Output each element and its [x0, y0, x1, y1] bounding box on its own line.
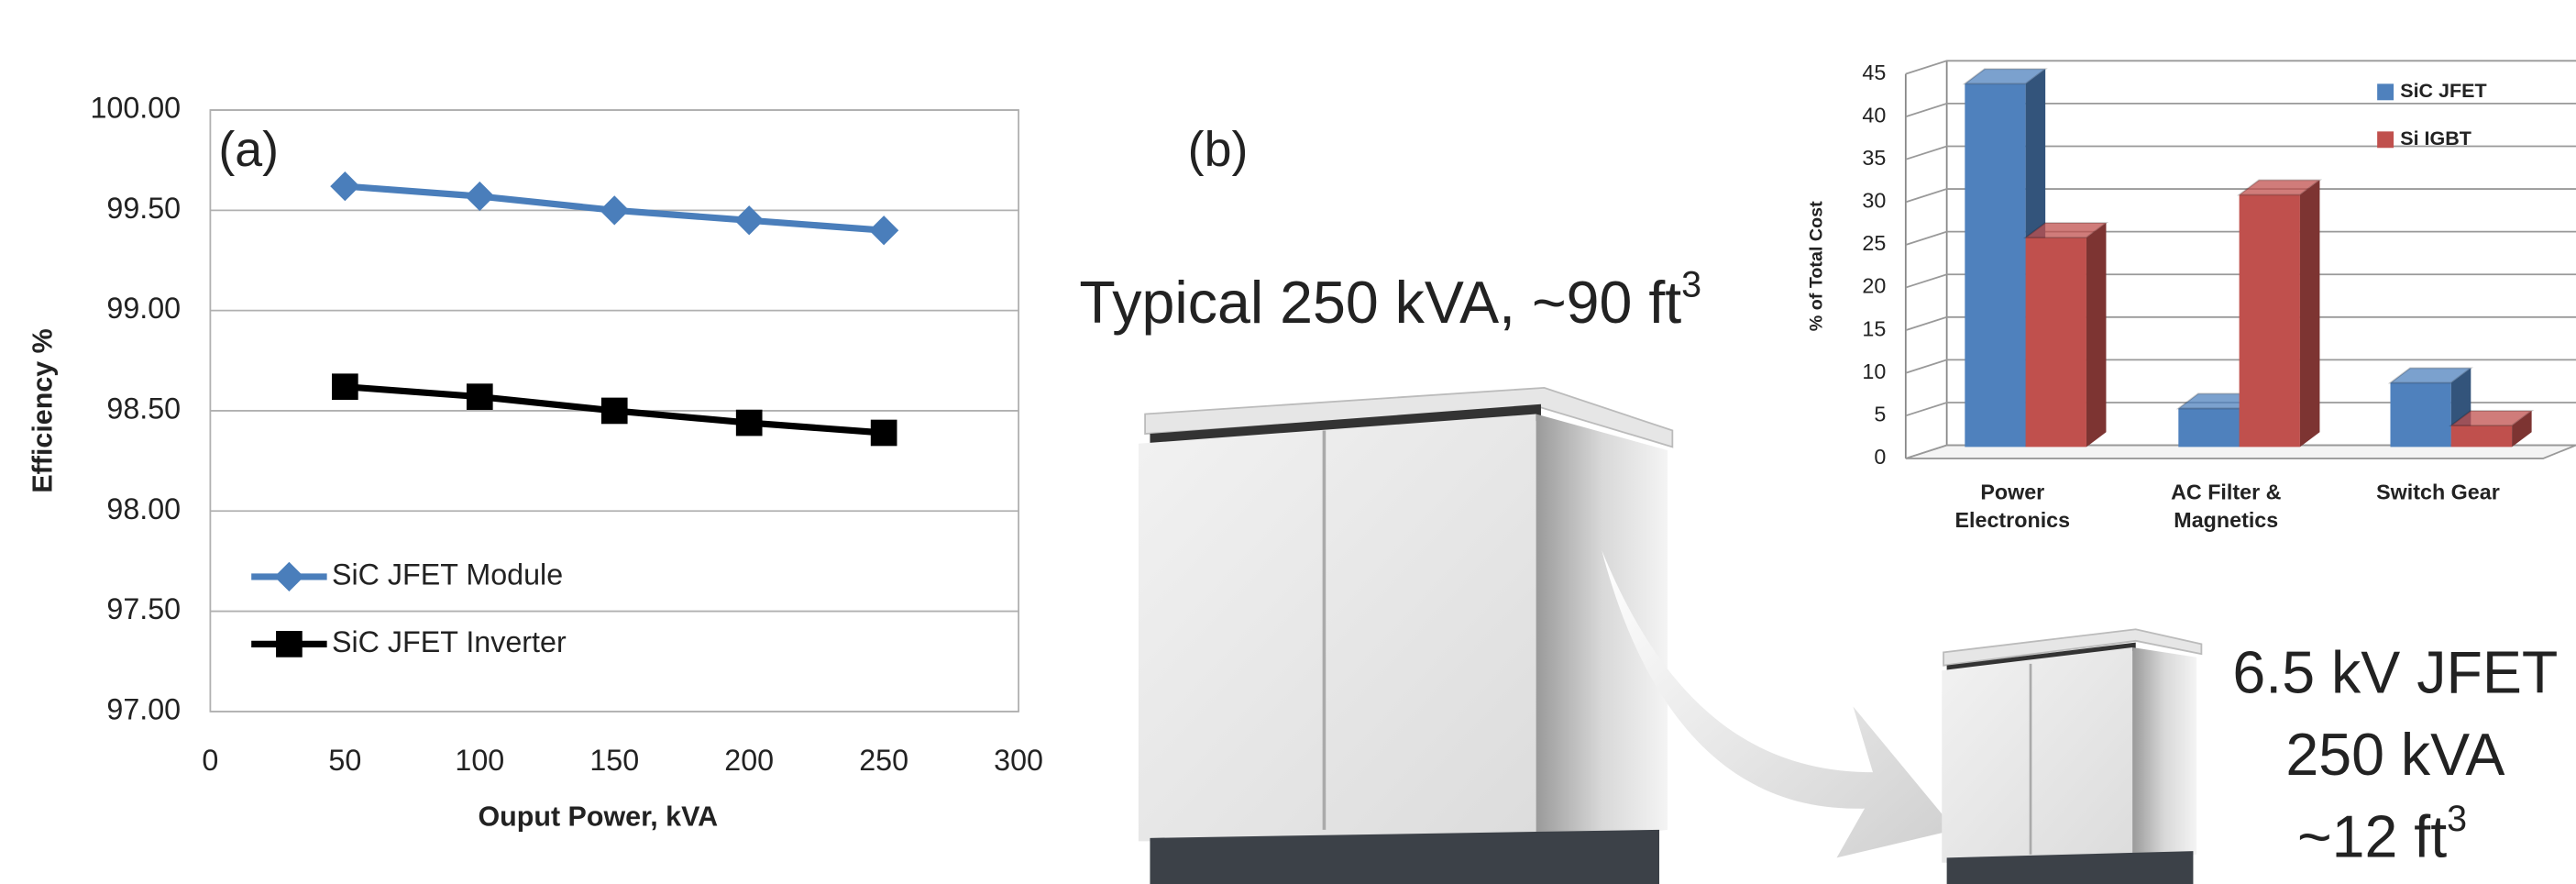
bar-front	[1965, 83, 2026, 448]
grid-line	[1905, 102, 2576, 118]
superscript: 3	[2447, 799, 2467, 839]
y-tick-label: 40	[1862, 103, 1886, 127]
y-tick-label: 98.00	[106, 492, 181, 525]
y-tick-label: 97.00	[106, 692, 181, 725]
y-tick-label: 25	[1862, 231, 1886, 255]
x-tick-label: 200	[724, 744, 774, 777]
legend-label: SiC JFET Inverter	[332, 625, 567, 658]
legend-label: SiC JFET Module	[332, 558, 563, 591]
y-tick-label: 100.00	[90, 92, 181, 125]
small-unit-label: 250 kVA	[2285, 722, 2504, 788]
marker	[330, 171, 360, 202]
grid-line	[1905, 315, 2576, 332]
y-axis-title: Efficiency %	[27, 328, 58, 492]
bar-side	[2512, 410, 2532, 448]
y-tick-label: 0	[1874, 445, 1886, 469]
marker	[869, 215, 899, 246]
bar	[2236, 179, 2323, 448]
x-tick-label: 0	[202, 744, 218, 777]
x-tick-label: 50	[328, 744, 361, 777]
bar	[2387, 367, 2473, 448]
x-tick-label: Power Electronics	[1954, 480, 2071, 533]
x-axis-title: Ouput Power, kVA	[478, 801, 718, 832]
marker	[274, 561, 304, 592]
grid-line	[1905, 359, 2576, 374]
floor	[1905, 444, 2576, 459]
bar-side	[2086, 222, 2107, 448]
grid-line	[1905, 402, 2576, 417]
x-tick-label: 100	[455, 744, 504, 777]
y-tick-label: 97.50	[106, 592, 181, 625]
grid-line	[1905, 273, 2576, 289]
bar-front	[2390, 382, 2451, 448]
y-tick-label: 35	[1862, 146, 1886, 170]
x-tick-label: 250	[859, 744, 908, 777]
bar-front	[2025, 238, 2086, 448]
y-tick-label: 15	[1862, 316, 1886, 340]
y-tick-label: 45	[1862, 61, 1886, 84]
large-cabinet	[1138, 386, 1674, 884]
marker	[600, 195, 630, 226]
bar-front	[2239, 194, 2300, 448]
bar-front	[2450, 425, 2513, 448]
bar-side	[2299, 180, 2320, 448]
legend-label: SiC JFET	[2400, 80, 2486, 102]
small-unit-label: 6.5 kV JFET	[2232, 639, 2558, 705]
large-unit-label: Typical 250 kVA, ~90 ft3	[1079, 265, 1701, 336]
marker	[276, 631, 303, 657]
marker	[466, 383, 493, 410]
grid-line	[1905, 188, 2576, 204]
x-tick-label: 300	[994, 744, 1043, 777]
y-axis-title: % of Total Cost	[1806, 201, 1826, 331]
marker	[600, 397, 628, 425]
grid-line	[1905, 145, 2576, 160]
y-tick-label: 20	[1862, 274, 1886, 298]
y-tick-label: 10	[1862, 359, 1886, 383]
arrow	[1602, 550, 1955, 858]
marker	[870, 419, 897, 447]
marker	[465, 181, 495, 212]
y-tick-label: 5	[1874, 402, 1886, 425]
legend-swatch	[2377, 83, 2394, 101]
grid-line	[1905, 444, 2576, 459]
x-tick-label: 150	[589, 744, 639, 777]
marker	[332, 373, 358, 401]
panel-label: (a)	[218, 122, 279, 177]
x-tick-label: Switch Gear	[2376, 480, 2500, 505]
legend-label: Si IGBT	[2400, 127, 2471, 149]
text: ~12 ft	[2297, 803, 2447, 869]
small-cabinet	[1942, 628, 2203, 884]
bar	[2022, 222, 2109, 448]
y-tick-label: 99.50	[106, 192, 181, 225]
bar	[2449, 410, 2535, 448]
y-tick-label: 30	[1862, 189, 1886, 213]
bar-front	[2178, 408, 2240, 448]
superscript: 3	[1681, 265, 1701, 305]
y-tick-label: 99.00	[106, 292, 181, 325]
grid-line	[1905, 60, 2576, 75]
x-tick-label: AC Filter & Magnetics	[2171, 480, 2282, 533]
text: Typical 250 kVA, ~90 ft	[1079, 270, 1681, 336]
grid-line	[1905, 230, 2576, 246]
panel-label: (b)	[1188, 122, 1249, 177]
small-unit-label: ~12 ft3	[2297, 799, 2467, 869]
marker	[735, 409, 763, 436]
legend-swatch	[2377, 131, 2394, 149]
marker	[734, 205, 765, 236]
y-tick-label: 98.50	[106, 392, 181, 425]
